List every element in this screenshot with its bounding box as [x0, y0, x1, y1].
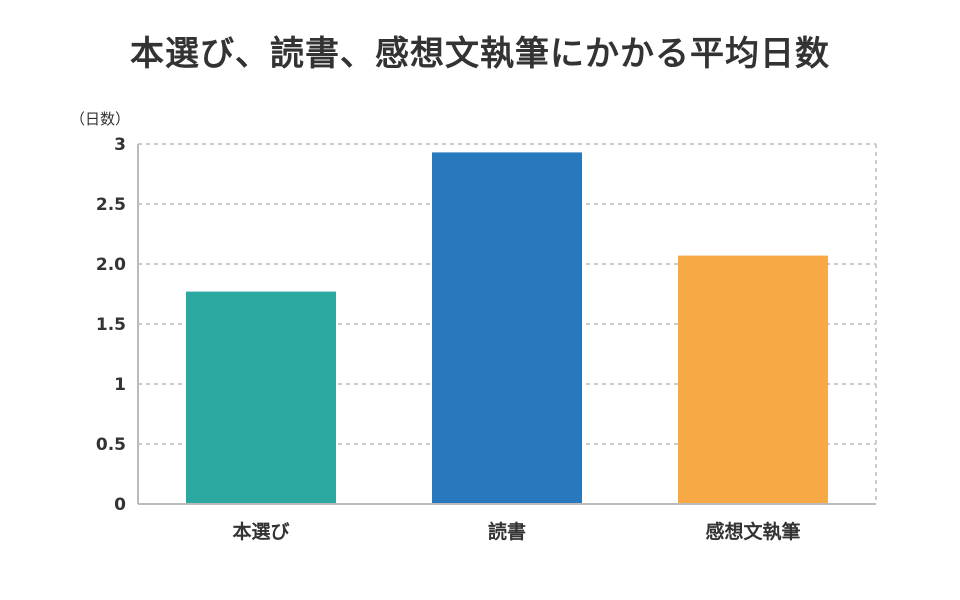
y-tick-label: 2.5 [96, 195, 126, 215]
y-tick-label: 1 [114, 375, 126, 395]
bar [186, 291, 336, 504]
bar [432, 152, 582, 504]
x-category-label: 読書 [488, 520, 526, 543]
y-tick-labels: 0 0.5 1 1.5 2.0 2.5 3 [96, 135, 126, 515]
y-axis-label: （日数） [70, 110, 130, 128]
bars [186, 152, 828, 504]
axes [137, 144, 876, 505]
bar [678, 255, 828, 504]
category-labels: 本選び 読書 感想文執筆 [232, 520, 800, 543]
y-tick-label: 0 [114, 495, 126, 515]
y-tick-label: 1.5 [96, 315, 126, 335]
x-category-label: 感想文執筆 [705, 520, 800, 543]
y-tick-label: 0.5 [96, 435, 126, 455]
chart-title: 本選び、読書、感想文執筆にかかる平均日数 [130, 34, 830, 74]
y-tick-label: 2.0 [96, 255, 126, 275]
y-tick-label: 3 [114, 135, 126, 155]
x-category-label: 本選び [232, 520, 289, 543]
